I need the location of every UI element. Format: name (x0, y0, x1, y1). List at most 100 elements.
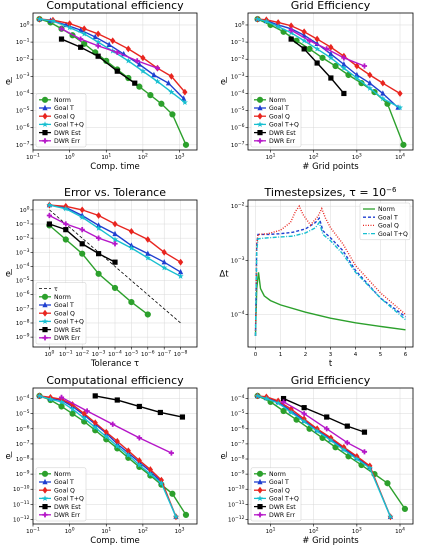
data-point (92, 33, 98, 40)
data-point (314, 60, 320, 66)
plot-frame (32, 199, 198, 348)
data-point (353, 455, 360, 462)
data-point (63, 221, 69, 227)
legend-label: Goal Q (269, 487, 290, 494)
data-point (181, 95, 187, 101)
data-point (147, 466, 153, 473)
data-point (161, 258, 167, 265)
data-point (177, 273, 184, 279)
y-tick-label: 10−2 (231, 55, 245, 64)
x-axis-label: Comp. time (90, 162, 139, 172)
x-tick-label: 10−7 (157, 350, 171, 359)
legend-marker (42, 309, 48, 317)
legend-label: Norm (269, 97, 286, 104)
legend-label: Norm (378, 206, 395, 213)
data-point (314, 45, 321, 52)
legend-marker (42, 301, 48, 308)
legend-label: Goal T (54, 479, 74, 486)
data-point (168, 450, 174, 456)
y-tick-label: 10−9 (231, 470, 245, 479)
y-axis-label: eJ (220, 451, 227, 462)
y-axis-label: eJ (5, 269, 12, 280)
y-tick-label: 10−10 (228, 485, 245, 494)
legend-label: DWR Err (54, 335, 80, 342)
data-point (95, 38, 102, 45)
x-tick-label: 10−8 (174, 350, 188, 359)
data-point (111, 236, 119, 243)
legend-box (35, 93, 87, 148)
x-tick-label: 10−6 (141, 350, 155, 359)
legend-marker (42, 104, 48, 111)
legend-marker (257, 512, 263, 518)
data-point (92, 419, 98, 427)
data-point (81, 410, 87, 418)
data-point (387, 513, 394, 520)
data-point (344, 440, 350, 446)
data-point (301, 28, 307, 36)
legend-label: Goal Q (54, 487, 75, 494)
legend-label: DWR Est (269, 504, 296, 511)
y-tick-label: 10−7 (16, 439, 30, 448)
legend-label: DWR Err (54, 138, 80, 145)
y-tick-label: 10−9 (16, 333, 30, 342)
y-tick-label: 10−10 (13, 485, 30, 494)
data-point (306, 45, 313, 53)
legend-label: DWR Est (54, 504, 81, 511)
data-point (182, 141, 190, 148)
data-point (157, 409, 163, 416)
y-tick-label: 10−1 (16, 220, 30, 229)
data-point (58, 403, 65, 410)
data-point (280, 395, 287, 402)
x-tick-label: 104 (395, 527, 405, 536)
data-point (341, 61, 347, 67)
y-tick-label: 10−6 (16, 290, 30, 299)
data-point (340, 446, 347, 453)
x-tick-label: 100 (65, 153, 75, 162)
x-tick-label: 5 (379, 352, 383, 358)
data-point (165, 79, 172, 86)
data-point (328, 75, 334, 81)
data-point (400, 141, 407, 148)
y-tick-label: 10−4 (231, 394, 245, 403)
series-line (254, 204, 406, 336)
data-point (306, 38, 313, 44)
data-point (79, 227, 85, 233)
data-point (112, 259, 118, 265)
data-point (36, 15, 43, 22)
data-point (136, 83, 143, 90)
y-tick-label: 10−5 (16, 106, 30, 115)
x-tick-label: 103 (352, 153, 362, 162)
data-point (344, 423, 350, 429)
data-point (263, 18, 270, 25)
data-point (288, 22, 294, 30)
y-axis-label: Δt (219, 270, 229, 280)
y-tick-label: 10−1 (231, 38, 245, 47)
plot-frame (247, 387, 414, 525)
y-tick-label: 10−11 (228, 500, 245, 509)
legend-label: τ (54, 286, 58, 293)
chart-title: Computational efficiency (46, 374, 184, 387)
data-point (103, 433, 110, 440)
x-tick-label: 102 (309, 153, 319, 162)
y-tick-label: 10−4 (231, 89, 245, 98)
y-tick-label: 100 (20, 20, 30, 29)
x-tick-label: 101 (266, 153, 276, 162)
data-point (401, 505, 409, 512)
y-tick-label: 10−6 (16, 424, 30, 433)
data-point (136, 457, 142, 464)
chart-grid2: 101 102 103 104 10−12 10−11 10−10 10−9 10−8 10−7 1… (220, 374, 414, 546)
y-tick-label: 10−3 (231, 72, 245, 81)
legend-marker (42, 335, 48, 341)
data-point (361, 449, 368, 455)
data-point (397, 90, 403, 97)
data-point (92, 393, 98, 399)
legend-label: Norm (54, 294, 71, 301)
data-point (58, 398, 65, 405)
x-tick-label: 0 (254, 352, 258, 358)
data-point (128, 228, 134, 235)
y-tick-label: 10−4 (16, 394, 30, 403)
legend-box (35, 467, 87, 522)
y-tick-label: 10−2 (16, 55, 30, 64)
x-tick-label: 6 (404, 352, 408, 358)
